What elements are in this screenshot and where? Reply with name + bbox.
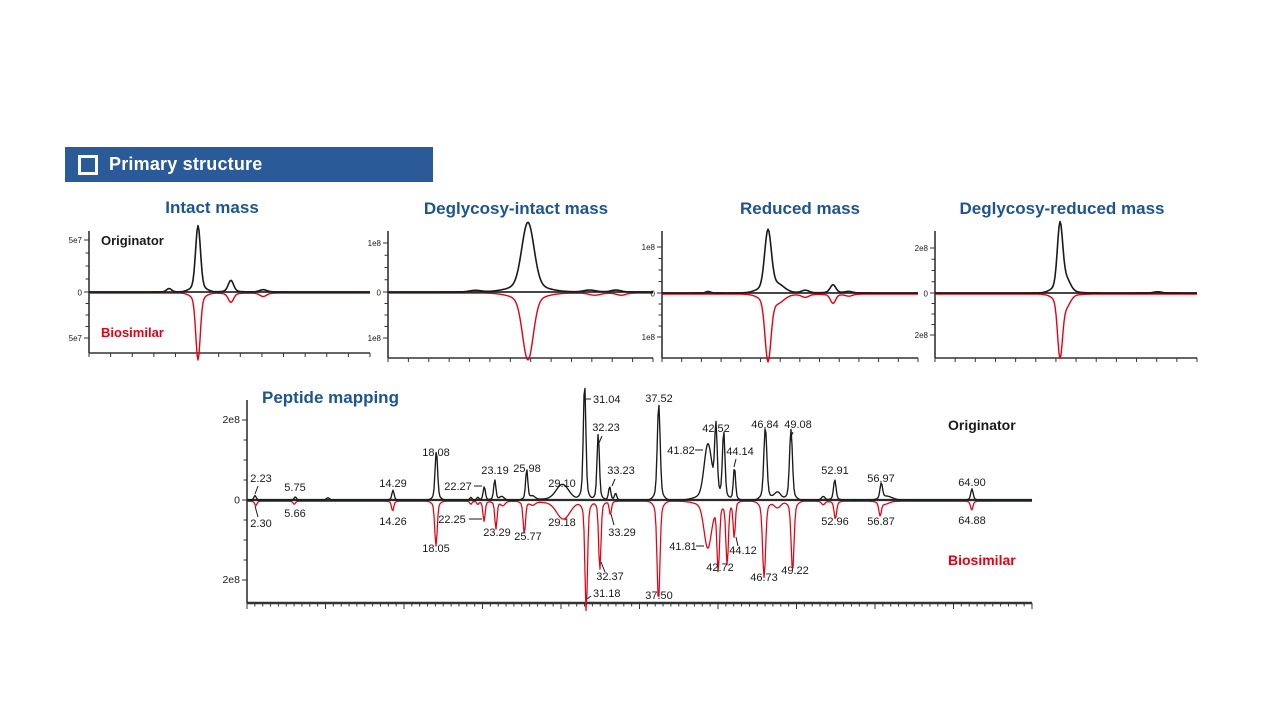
x-axis <box>88 352 371 357</box>
svg-text:18.05: 18.05 <box>422 543 450 555</box>
svg-text:1e8: 1e8 <box>642 243 656 252</box>
biosimilar-trace <box>662 293 918 363</box>
svg-text:32.37: 32.37 <box>596 571 624 583</box>
chart-title-deglycosy-intact-mass: Deglycosy-intact mass <box>423 199 609 218</box>
svg-text:49.08: 49.08 <box>784 419 812 431</box>
legend-biosimilar: Biosimilar <box>948 552 1016 568</box>
biosimilar-trace <box>935 293 1197 360</box>
checkbox-icon <box>78 154 98 175</box>
chart-title-peptide-mapping: Peptide mapping <box>262 388 399 407</box>
section-title: Primary structure <box>109 154 263 174</box>
reduced-mass-chart: 1e8 0 1e8 <box>642 228 919 363</box>
svg-text:1e8: 1e8 <box>642 333 656 342</box>
svg-text:5e7: 5e7 <box>69 236 83 245</box>
svg-text:0: 0 <box>78 289 83 298</box>
svg-text:2e8: 2e8 <box>222 574 240 586</box>
legend: Originator Biosimilar <box>948 417 1016 568</box>
svg-text:37.50: 37.50 <box>645 590 673 602</box>
peptide-mapping-chart: 2e8 0 2e8 2.23 5.75 14.29 18.08 22.27 23.19 25.98… <box>222 387 1033 612</box>
peak-labels: 2.23 5.75 14.29 18.08 22.27 23.19 25.98 29.10 31… <box>250 393 985 602</box>
svg-text:32.23: 32.23 <box>592 422 620 434</box>
svg-text:0: 0 <box>651 290 656 299</box>
svg-text:42.72: 42.72 <box>706 562 734 574</box>
svg-text:44.14: 44.14 <box>726 446 754 458</box>
svg-text:33.23: 33.23 <box>607 465 635 477</box>
deglycosy-reduced-mass-chart: 2e8 0 2e8 <box>915 220 1198 362</box>
intact-mass-chart: 5e7 0 5e7 Originator Biosimilar <box>69 224 371 361</box>
originator-trace <box>935 220 1197 294</box>
y-axis: 1e8 0 1e8 <box>368 231 389 358</box>
svg-text:56.97: 56.97 <box>867 473 895 485</box>
svg-text:5.75: 5.75 <box>284 482 305 494</box>
svg-text:29.18: 29.18 <box>548 517 576 529</box>
svg-text:25.77: 25.77 <box>514 531 542 543</box>
svg-text:46.84: 46.84 <box>751 419 779 431</box>
svg-text:2.23: 2.23 <box>250 473 271 485</box>
svg-text:41.81: 41.81 <box>669 541 697 553</box>
svg-text:0: 0 <box>924 290 929 299</box>
svg-text:5.66: 5.66 <box>284 508 305 520</box>
svg-text:5e7: 5e7 <box>69 334 83 343</box>
svg-text:1e8: 1e8 <box>368 334 382 343</box>
legend-originator: Originator <box>948 417 1016 433</box>
svg-text:23.19: 23.19 <box>481 465 509 477</box>
svg-text:22.25: 22.25 <box>438 514 466 526</box>
svg-text:52.91: 52.91 <box>821 465 849 477</box>
svg-text:2e8: 2e8 <box>222 414 240 426</box>
deglycosy-intact-mass-chart: 1e8 0 1e8 <box>368 221 654 362</box>
legend-biosimilar: Biosimilar <box>101 325 164 340</box>
svg-text:52.96: 52.96 <box>821 516 849 528</box>
svg-text:18.08: 18.08 <box>422 447 450 459</box>
svg-text:37.52: 37.52 <box>645 393 673 405</box>
svg-text:49.22: 49.22 <box>781 565 809 577</box>
x-axis <box>387 357 654 362</box>
svg-text:14.29: 14.29 <box>379 478 407 490</box>
y-axis: 1e8 0 1e8 <box>642 231 663 358</box>
svg-text:31.04: 31.04 <box>593 394 621 406</box>
svg-text:14.26: 14.26 <box>379 516 407 528</box>
svg-text:46.73: 46.73 <box>750 572 778 584</box>
x-axis <box>934 357 1198 362</box>
svg-text:64.90: 64.90 <box>958 477 986 489</box>
legend: Originator Biosimilar <box>101 233 164 340</box>
x-axis <box>661 357 919 362</box>
chart-title-intact-mass: Intact mass <box>165 198 259 217</box>
originator-trace <box>89 224 370 293</box>
svg-text:2.30: 2.30 <box>250 518 271 530</box>
section-header: Primary structure <box>65 147 433 182</box>
svg-text:22.27: 22.27 <box>444 481 472 493</box>
svg-text:0: 0 <box>377 289 382 298</box>
biosimilar-trace <box>247 500 1032 612</box>
svg-text:42.52: 42.52 <box>702 423 730 435</box>
biosimilar-trace <box>89 292 370 361</box>
svg-text:64.88: 64.88 <box>958 515 986 527</box>
svg-text:2e8: 2e8 <box>915 331 929 340</box>
originator-trace <box>246 387 1032 501</box>
svg-text:1e8: 1e8 <box>368 239 382 248</box>
x-axis <box>246 601 1033 609</box>
y-axis: 2e8 0 2e8 <box>222 400 248 603</box>
y-axis: 2e8 0 2e8 <box>915 231 936 358</box>
originator-trace <box>662 228 918 294</box>
svg-text:29.10: 29.10 <box>548 478 576 490</box>
svg-text:33.29: 33.29 <box>608 527 636 539</box>
svg-text:25.98: 25.98 <box>513 463 541 475</box>
svg-text:2e8: 2e8 <box>915 244 929 253</box>
svg-text:31.18: 31.18 <box>593 588 621 600</box>
legend-originator: Originator <box>101 233 164 248</box>
biosimilar-trace <box>388 292 653 361</box>
svg-text:0: 0 <box>234 495 240 507</box>
y-axis: 5e7 0 5e7 <box>69 231 90 353</box>
chart-title-deglycosy-reduced-mass: Deglycosy-reduced mass <box>959 199 1165 218</box>
svg-text:44.12: 44.12 <box>729 545 757 557</box>
svg-text:41.82: 41.82 <box>667 445 695 457</box>
chart-title-reduced-mass: Reduced mass <box>740 199 860 218</box>
svg-text:23.29: 23.29 <box>483 527 511 539</box>
svg-text:56.87: 56.87 <box>867 516 895 528</box>
originator-trace <box>388 221 653 293</box>
